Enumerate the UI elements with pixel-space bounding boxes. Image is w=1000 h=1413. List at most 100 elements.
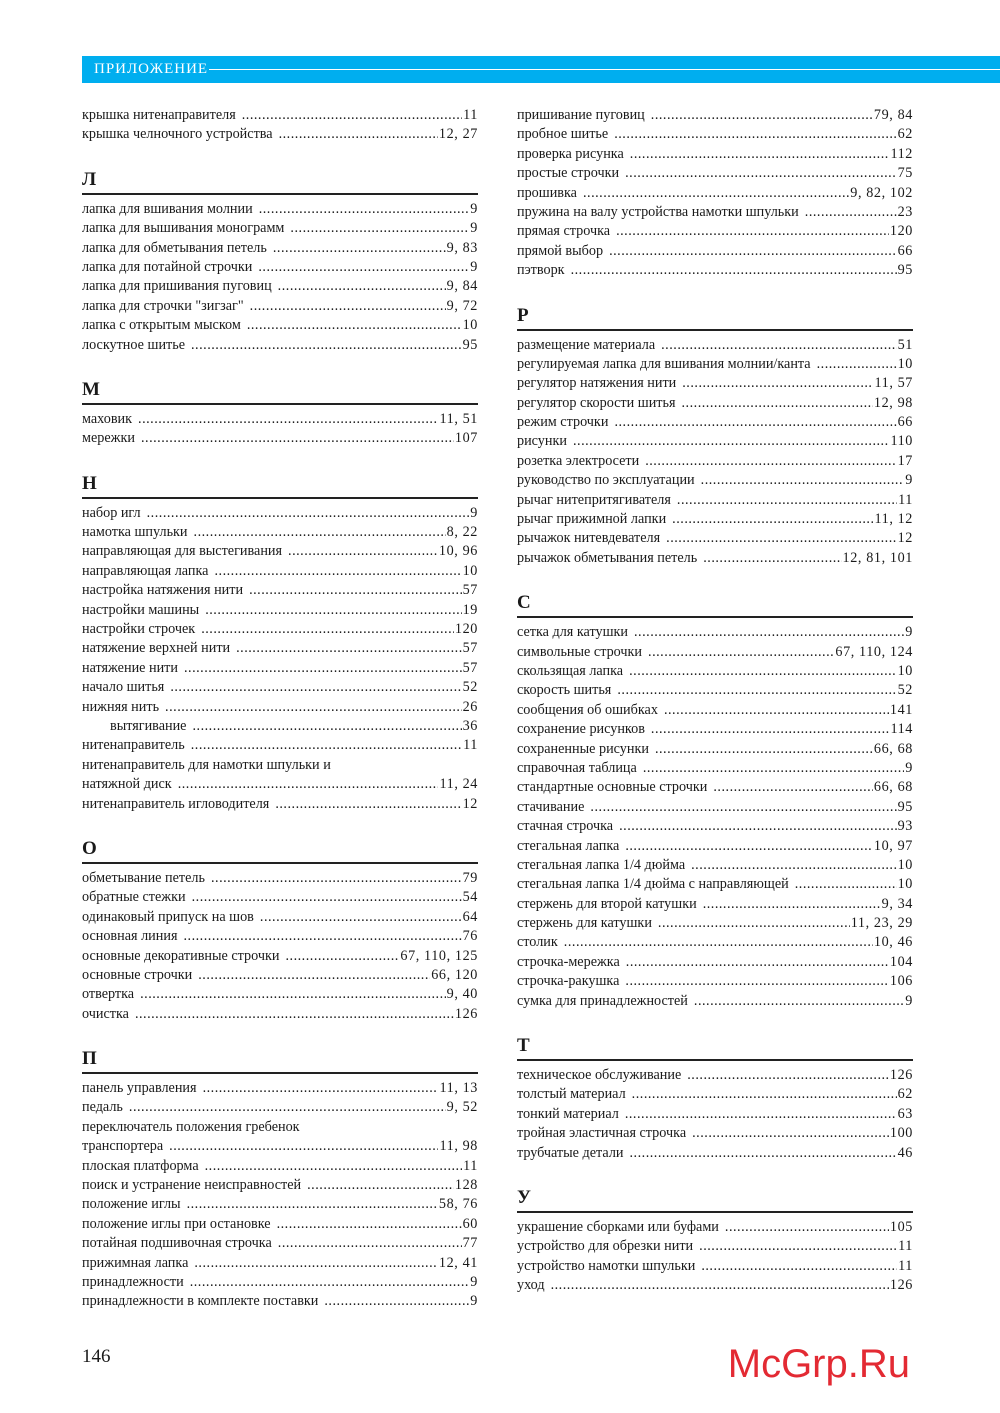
index-entry: настройки машины 19 <box>82 601 478 620</box>
entry-term: вытягивание <box>110 717 187 734</box>
entry-page-numbers: 66 <box>897 242 913 259</box>
entry-page-numbers: 120 <box>454 621 478 638</box>
entry-page-numbers: 114 <box>890 721 913 738</box>
dot-leader <box>672 510 873 529</box>
dot-leader <box>699 1237 897 1256</box>
index-entry: настройки строчек 120 <box>82 620 478 639</box>
entry-page-numbers: 52 <box>462 679 478 696</box>
dot-leader <box>609 242 897 261</box>
dot-leader <box>701 471 905 490</box>
entry-page-numbers: 9, 83 <box>446 239 478 256</box>
entry-page-numbers: 79 <box>462 869 478 886</box>
index-entry: сообщения об ошибках 141 <box>517 701 913 720</box>
entry-term: нитенаправитель <box>82 737 185 754</box>
entry-page-numbers: 9, 52 <box>446 1099 478 1116</box>
index-entry: стержень для второй катушки 9, 34 <box>517 895 913 914</box>
entry-term: сообщения об ошибках <box>517 701 658 718</box>
entry-term: крышка челночного устройства <box>82 126 273 143</box>
entry-page-numbers: 9 <box>470 1273 478 1290</box>
entry-page-numbers: 58, 76 <box>438 1196 478 1213</box>
entry-term: положение иглы <box>82 1196 181 1213</box>
entry-term: стандартные основные строчки <box>517 779 708 796</box>
entry-term: начало шитья <box>82 679 165 696</box>
index-entry: регулятор натяжения нити 11, 57 <box>517 374 913 393</box>
index-column-left: крышка нитенаправителя 11 крышка челночног… <box>82 106 478 1312</box>
index-entry: плоская платформа 11 <box>82 1157 478 1176</box>
entry-page-numbers: 126 <box>454 1005 478 1022</box>
dot-leader <box>211 869 462 888</box>
entry-term: поиск и устранение неисправностей <box>82 1177 302 1194</box>
index-entry: тройная эластичная строчка 100 <box>517 1124 913 1143</box>
index-entry: лоскутное шитье 95 <box>82 336 478 355</box>
dot-leader <box>201 620 454 639</box>
entry-page-numbers: 9, 82, 102 <box>850 184 913 201</box>
dot-leader <box>214 562 461 581</box>
entry-term: регулятор скорости шитья <box>517 394 676 411</box>
dot-leader <box>682 374 873 393</box>
index-entry: лапка для пришивания пуговиц 9, 84 <box>82 277 478 296</box>
dot-leader <box>691 856 896 875</box>
entry-term: устройство намотки шпульки <box>517 1257 696 1274</box>
index-entry: крышка нитенаправителя 11 <box>82 106 478 125</box>
dot-leader <box>617 681 896 700</box>
entry-page-numbers: 66, 68 <box>873 740 913 757</box>
entry-term: лапка с открытым мыском <box>82 317 241 334</box>
dot-leader <box>643 759 904 778</box>
dot-leader <box>583 184 849 203</box>
dot-leader <box>725 1218 889 1237</box>
index-entry: одинаковый припуск на шов 64 <box>82 908 478 927</box>
index-entry: прижимная лапка 12, 41 <box>82 1254 478 1273</box>
entry-page-numbers: 104 <box>889 953 913 970</box>
index-entry: натяжение верхней нити 57 <box>82 639 478 658</box>
entry-page-numbers: 9 <box>470 220 478 237</box>
dot-leader <box>129 1098 446 1117</box>
entry-page-numbers: 11, 13 <box>439 1080 478 1097</box>
dot-leader <box>260 908 462 927</box>
entry-term: обметывание петель <box>82 869 205 886</box>
dot-leader <box>205 601 461 620</box>
index-entry: стегальная лапка 1/4 дюйма 10 <box>517 856 913 875</box>
index-entry: начало шитья 52 <box>82 678 478 697</box>
entry-term: лапка для вышивания монограмм <box>82 220 285 237</box>
entry-term: розетка электросети <box>517 452 640 469</box>
dot-leader <box>273 239 446 258</box>
dot-leader <box>625 164 896 183</box>
dot-leader <box>242 106 462 125</box>
section-letter-heading: Л <box>82 145 478 195</box>
index-entry: очистка 126 <box>82 1005 478 1024</box>
dot-leader <box>795 875 897 894</box>
dot-leader <box>135 1005 454 1024</box>
entry-term: крышка нитенаправителя <box>82 107 236 123</box>
entry-term: прямой выбор <box>517 242 604 259</box>
index-entry: скорость шитья 52 <box>517 681 913 700</box>
entry-page-numbers: 66 <box>897 414 913 431</box>
entry-term: натяжение верхней нити <box>82 640 231 657</box>
index-entry: простые строчки 75 <box>517 164 913 183</box>
index-entry: стачивание 95 <box>517 798 913 817</box>
dot-leader <box>192 717 461 736</box>
entry-term: панель управления <box>82 1080 197 1097</box>
index-entry: лапка для вшивания молнии 9 <box>82 200 478 219</box>
entry-page-numbers: 52 <box>897 682 913 699</box>
dot-leader <box>630 145 890 164</box>
index-entry: стачная строчка 93 <box>517 817 913 836</box>
entry-term: плоская платформа <box>82 1157 199 1174</box>
dot-leader <box>250 297 446 316</box>
index-entry: толстый материал 62 <box>517 1085 913 1104</box>
entry-term: рычажок обметывания петель <box>517 549 698 566</box>
dot-leader <box>625 1105 897 1124</box>
entry-page-numbers: 54 <box>462 889 478 906</box>
entry-page-numbers: 95 <box>897 262 913 279</box>
dot-leader <box>192 888 462 907</box>
entry-page-numbers: 36 <box>462 717 478 734</box>
entry-page-numbers: 9 <box>470 200 478 217</box>
index-entry: сохраненные рисунки 66, 68 <box>517 740 913 759</box>
dot-leader <box>625 972 889 991</box>
dot-leader <box>198 966 430 985</box>
index-entry: рычажок обметывания петель 12, 81, 101 <box>517 549 913 568</box>
dot-leader <box>614 125 896 144</box>
entry-page-numbers: 62 <box>897 1086 913 1103</box>
entry-term: техническое обслуживание <box>517 1067 682 1084</box>
dot-leader <box>703 549 841 568</box>
index-entry: натяжение нити 57 <box>82 659 478 678</box>
